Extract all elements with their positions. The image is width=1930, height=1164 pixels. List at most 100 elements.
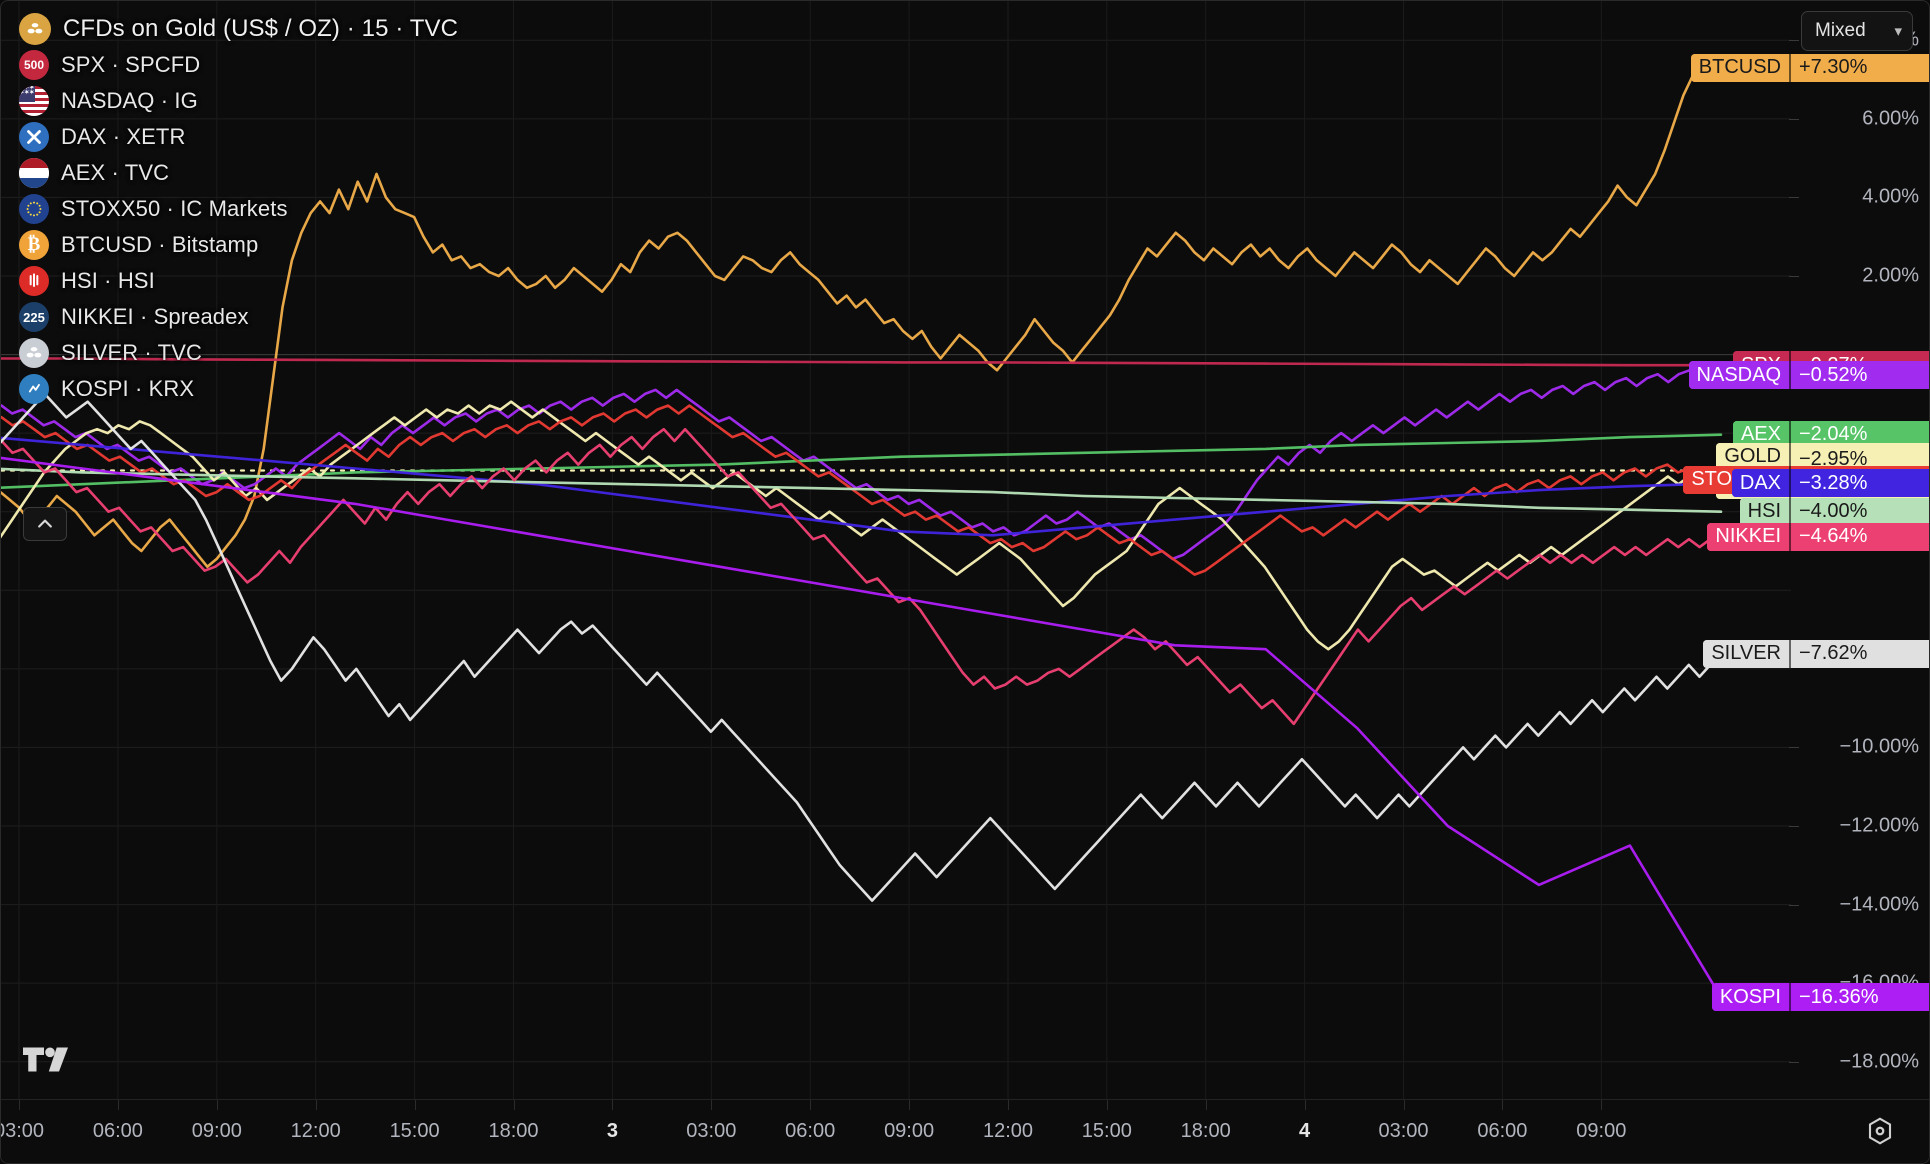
badge-value: −16.36% [1789,983,1929,1012]
badge-percent: −3.28% [1799,471,1868,494]
y-axis-tickmark [1789,40,1799,42]
silver-icon [19,338,49,368]
x-axis-tick-label: 09:00 [191,1120,242,1142]
x-axis-tickmark [810,1100,812,1110]
x-axis-tick-label: 15:00 [1081,1120,1132,1142]
legend-item-kospi[interactable]: KOSPI · KRX [19,371,458,407]
badge-percent: −4.64% [1799,525,1868,548]
collapse-legend-button[interactable] [23,507,67,541]
tradingview-logo[interactable] [23,1047,77,1086]
price-badge-hsi[interactable]: HSI −4.00% [1739,497,1929,526]
gold-icon [19,13,51,45]
y-axis-tick: −12.00% [1839,814,1919,837]
x-axis-tickmark [414,1100,416,1110]
legend-item-nikkei[interactable]: 225 NIKKEI · Spreadex [19,299,458,335]
badge-value: +7.30% [1789,53,1929,82]
x-axis-tick-label: 06:00 [92,1120,143,1142]
x-axis-tick-label: 06:00 [785,1120,836,1142]
scale-mode-value: Mixed [1815,20,1866,41]
x-axis-tickmark [612,1100,614,1110]
nikkei-icon: 225 [19,302,49,332]
kospi-icon [19,374,49,404]
legend-item-label: NASDAQ · IG [61,88,198,113]
legend-item-spx[interactable]: 500 SPX · SPCFD [19,47,458,83]
legend-item-label: BTCUSD · Bitstamp [61,232,259,257]
badge-value: −7.62% [1789,639,1929,668]
badge-symbol: SILVER [1703,639,1789,668]
badge-percent: −4.00% [1799,500,1868,523]
price-badge-nikkei[interactable]: NIKKEI −4.64% [1707,522,1929,551]
x-axis-tickmark [1008,1100,1009,1110]
legend-item-aex[interactable]: AEX · TVC [19,155,458,191]
aex-icon [19,158,49,188]
x-axis-tick-label: 12:00 [982,1120,1034,1142]
badge-percent: −0.52% [1799,363,1868,386]
x-axis-tick-label: 03:00 [1378,1120,1429,1142]
y-axis-tick: 2.00% [1862,264,1919,287]
x-axis-tickmark [711,1100,713,1110]
legend-item-gold[interactable]: CFDs on Gold (US$ / OZ) · 15 · TVC [19,11,458,47]
legend-item-stoxx50[interactable]: STOXX50 · IC Markets [19,191,458,227]
badge-value: −4.64% [1789,522,1929,551]
legend-item-silver[interactable]: SILVER · TVC [19,335,458,371]
legend-item-btcusd[interactable]: ₿ BTCUSD · Bitstamp [19,227,458,263]
y-axis-tick: 4.00% [1862,185,1919,208]
price-badge-btcusd[interactable]: BTCUSD +7.30% [1690,53,1929,82]
price-badge-nasdaq[interactable]: NASDAQ −0.52% [1688,361,1929,389]
y-axis-tickmark [1789,826,1799,827]
x-axis-tickmark [117,1100,119,1110]
chart-legend: CFDs on Gold (US$ / OZ) · 15 · TVC 500 SPX… [19,11,458,407]
x-axis-tickmark [1601,1100,1603,1110]
badge-percent: −7.62% [1799,642,1868,665]
scale-mode-select[interactable]: Mixed ▾ [1801,11,1913,51]
y-axis-tickmark [1789,747,1799,749]
legend-item-label: STOXX50 · IC Markets [61,196,288,221]
x-axis-tick-label: 18:00 [1180,1120,1231,1142]
y-axis-tick: −10.00% [1839,735,1919,758]
x-axis-tick-label: 03:00 [1,1120,45,1142]
chart-series-lines [1,62,1723,999]
badge-percent: −2.04% [1799,423,1868,446]
clock-icon[interactable] [1865,1116,1895,1146]
x-axis-tickmark [315,1100,317,1110]
badge-percent: −16.36% [1799,985,1879,1008]
badge-value: −0.52% [1789,361,1929,389]
badge-value: −3.28% [1789,469,1929,498]
price-scale[interactable]: 8.00%6.00%4.00%2.00%−10.00%−12.00%−14.00… [1789,1,1929,1101]
x-axis-tickmark [1403,1100,1405,1110]
chart-plot-area[interactable] [1,1,1791,1101]
x-axis-tickmark [216,1100,218,1110]
badge-symbol: HSI [1739,497,1789,526]
price-badge-kospi[interactable]: KOSPI −16.36% [1711,983,1929,1012]
badge-percent: −2.95% [1799,448,1868,471]
badge-value: −4.00% [1789,497,1929,526]
time-scale[interactable]: 03:00 06:00 09:00 12:00 15:00 18:00 3 03:00 06:0… [1,1099,1929,1163]
x-axis-tick-label: 4 [1299,1120,1311,1142]
x-axis-tickmark [513,1100,515,1110]
nasdaq-icon: ✶✶✶ ✶✶✶ [19,86,49,116]
x-axis-tickmark [1304,1100,1306,1110]
legend-item-label: AEX · TVC [61,160,170,185]
price-badge-dax[interactable]: DAX −3.28% [1731,469,1929,498]
badge-percent: +7.30% [1799,56,1868,79]
x-axis-tick-label: 06:00 [1477,1120,1528,1142]
x-axis-tickmark [1502,1100,1504,1110]
x-axis-tick-label: 09:00 [884,1120,935,1142]
legend-item-label: SPX · SPCFD [61,52,201,77]
x-axis-tick-label: 15:00 [389,1120,440,1142]
legend-item-dax[interactable]: DAX · XETR [19,119,458,155]
legend-item-label: HSI · HSI [61,268,155,293]
x-axis-tick-label: 09:00 [1576,1120,1627,1142]
x-axis-tick-label: 03:00 [686,1120,737,1142]
price-badge-silver[interactable]: SILVER −7.62% [1703,639,1929,668]
y-axis-tick: 6.00% [1862,107,1919,130]
legend-item-nasdaq[interactable]: ✶✶✶ ✶✶✶ NASDAQ · IG [19,83,458,119]
x-axis-tickmark [1106,1100,1108,1110]
chevron-down-icon: ▾ [1894,22,1902,40]
legend-item-hsi[interactable]: HSI · HSI [19,263,458,299]
legend-item-label: DAX · XETR [61,124,186,149]
y-axis-tickmark [1789,1061,1799,1063]
x-axis-tick-label: 12:00 [290,1120,341,1142]
badge-symbol: DAX [1731,469,1789,498]
